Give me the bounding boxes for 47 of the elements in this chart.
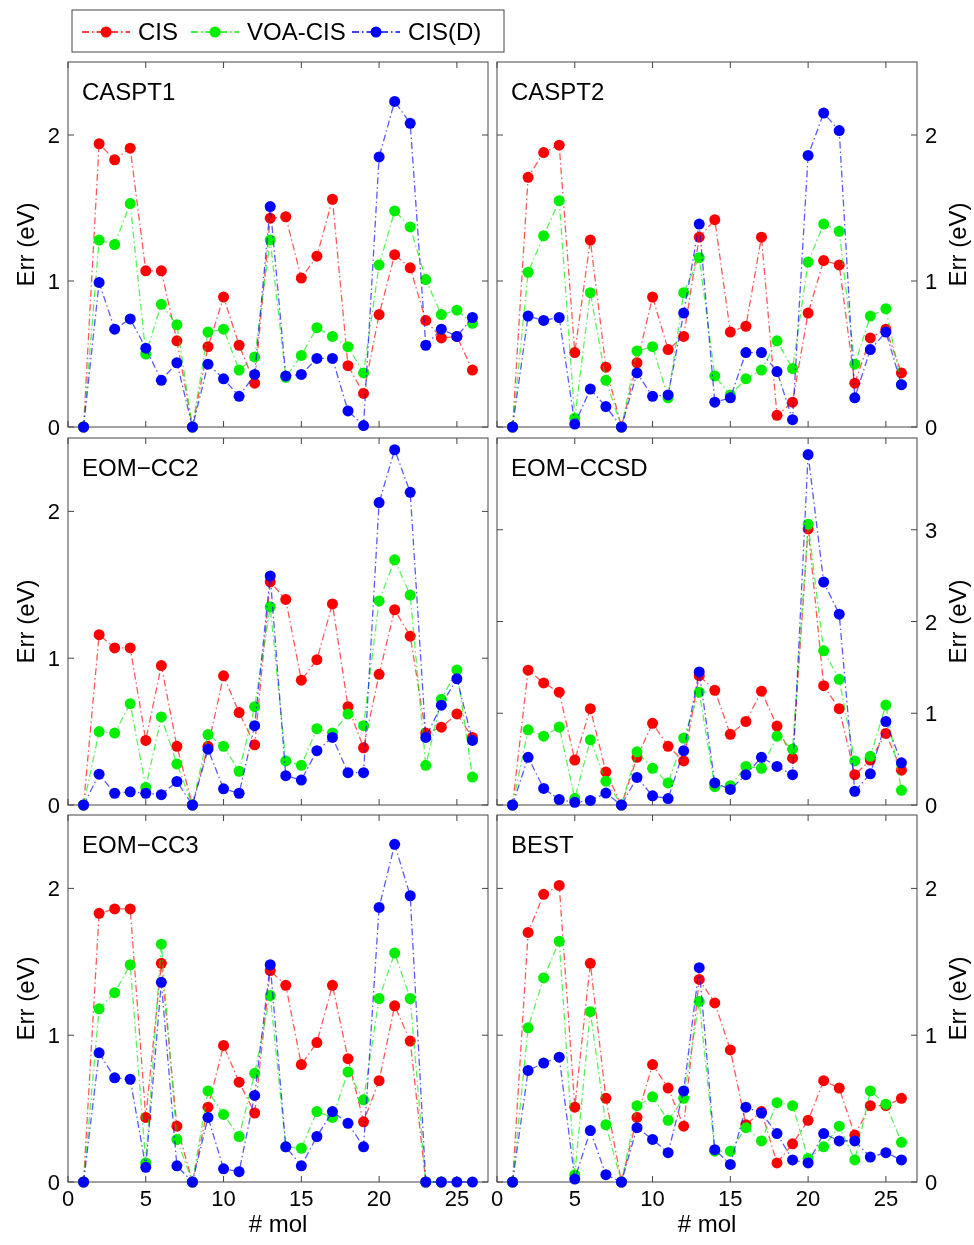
x-tick-label: 10 [211,1186,236,1211]
x-tick-label: 5 [568,1186,581,1211]
y-tick-label: 0 [925,1170,938,1195]
x-tick-label: 15 [289,1186,314,1211]
x-tick-label: 20 [366,1186,392,1211]
legend-label: VOA-CIS [247,18,346,45]
x-tick-label: 25 [873,1186,899,1211]
y-tick-label: 1 [925,1023,938,1049]
y-tick-label: 2 [925,876,938,902]
text: EOM−CC2 [82,454,199,481]
y-tick-label: 0 [47,415,60,440]
text: BEST [511,831,575,858]
y-tick-label: 0 [925,793,938,818]
y-tick-label: 2 [47,876,60,902]
legend-label: CIS(D) [408,18,482,45]
x-tick-label: 5 [139,1186,152,1211]
y-axis-title: Err (eV) [944,956,971,1041]
x-tick-label: 15 [718,1186,743,1211]
x-axis-title: # mol [248,1210,308,1237]
y-tick-label: 1 [925,269,938,294]
y-tick-label: 1 [925,701,938,727]
y-tick-label: 1 [47,646,60,672]
y-axis-title: Err (eV) [944,579,971,664]
y-tick-label: 2 [47,499,60,525]
y-axis-title: Err (eV) [12,956,39,1041]
y-tick-label: 0 [925,415,938,440]
x-axis-title: # mol [677,1210,737,1237]
y-tick-label: 1 [47,269,60,294]
text: EOM−CCSD [511,454,648,481]
text: CASPT2 [511,78,605,105]
text: CASPT1 [82,78,176,105]
x-tick-label: 0 [490,1186,504,1211]
y-axis-title: Err (eV) [12,579,39,664]
x-tick-label: 10 [640,1186,665,1211]
y-tick-label: 3 [925,517,938,543]
text: EOM−CC3 [82,831,199,858]
y-tick-label: 2 [925,123,938,148]
y-tick-label: 2 [47,123,60,148]
x-tick-label: 25 [444,1186,470,1211]
y-axis-title: Err (eV) [12,202,39,287]
y-tick-label: 0 [47,793,60,818]
y-tick-label: 2 [925,609,938,635]
legend-label: CIS [138,18,179,45]
y-tick-label: 1 [47,1023,60,1049]
y-tick-label: 0 [47,1170,60,1195]
y-axis-title: Err (eV) [944,202,971,287]
x-tick-label: 20 [795,1186,821,1211]
